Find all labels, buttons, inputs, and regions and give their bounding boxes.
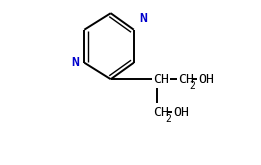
- Text: CH: CH: [154, 106, 170, 119]
- Text: N: N: [139, 12, 147, 25]
- Text: OH: OH: [198, 73, 214, 86]
- Text: 2: 2: [165, 114, 171, 124]
- Text: CH: CH: [154, 73, 170, 86]
- Text: 2: 2: [189, 81, 195, 91]
- Text: N: N: [71, 56, 79, 69]
- Text: OH: OH: [173, 106, 189, 119]
- Text: CH: CH: [178, 73, 194, 86]
